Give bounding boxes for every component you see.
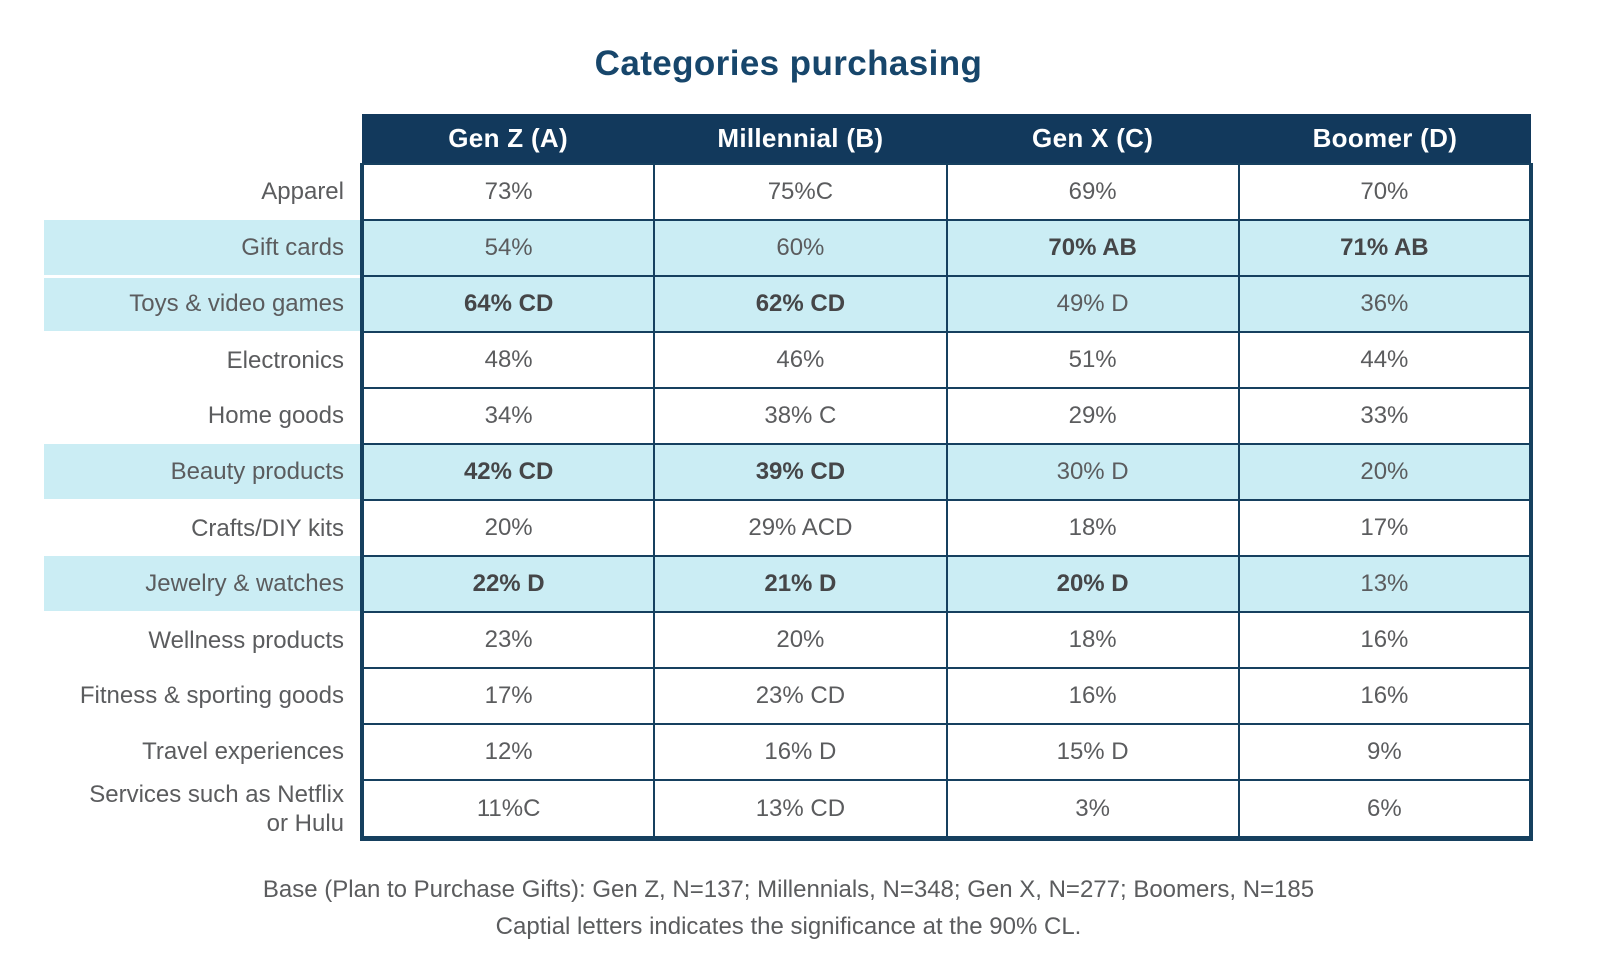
data-cell: 42% CD (359, 443, 656, 501)
data-cell: 17% (1237, 499, 1534, 557)
data-cell: 9% (1237, 723, 1534, 781)
footnote: Base (Plan to Purchase Gifts): Gen Z, N=… (44, 871, 1533, 945)
corner-cell (44, 114, 362, 164)
data-cell: 62% CD (653, 275, 948, 333)
data-cell: 71% AB (1237, 219, 1534, 277)
data-cell: 54% (359, 219, 656, 277)
page: Categories purchasing Gen Z (A) Millennia… (44, 44, 1534, 945)
data-cell: 23% (359, 611, 656, 669)
data-cell: 69% (945, 163, 1240, 221)
data-cell: 60% (653, 219, 948, 277)
data-cell: 20% (1237, 443, 1534, 501)
table-row: Wellness products 23% 20% 18% 16% (44, 611, 1534, 669)
footnote-base-sizes: Base (Plan to Purchase Gifts): Gen Z, N=… (262, 876, 1315, 904)
table-row: Apparel 73% 75%C 69% 70% (44, 163, 1534, 221)
data-cell: 15% D (945, 723, 1240, 781)
data-cell: 38% C (653, 387, 948, 445)
data-cell: 49% D (945, 275, 1240, 333)
data-cell: 16% D (653, 723, 948, 781)
data-cell: 46% (653, 331, 948, 389)
row-label: Beauty products (44, 444, 362, 502)
row-label: Travel experiences (44, 724, 362, 780)
data-cell: 6% (1237, 779, 1534, 842)
data-cell: 75%C (653, 163, 948, 221)
table-row: Fitness & sporting goods 17% 23% CD 16% 16% (44, 667, 1534, 725)
data-cell: 16% (1237, 667, 1534, 725)
data-cell: 16% (945, 667, 1240, 725)
row-label: Crafts/DIY kits (44, 500, 362, 556)
table-row: Toys & video games 64% CD 62% CD 49% D 36% (44, 275, 1534, 334)
data-cell: 20% D (945, 555, 1240, 613)
data-cell: 29% (945, 387, 1240, 445)
data-cell: 13% (1237, 555, 1534, 613)
row-label: Jewelry & watches (44, 556, 362, 614)
data-cell: 48% (359, 331, 656, 389)
row-label: Services such as Netflix or Hulu (44, 780, 362, 839)
row-label: Electronics (44, 332, 362, 388)
row-label: Apparel (44, 164, 362, 220)
data-cell: 18% (945, 611, 1240, 669)
data-cell: 18% (945, 499, 1240, 557)
data-cell: 12% (359, 723, 656, 781)
row-label: Home goods (44, 388, 362, 444)
footnote-significance: Captial letters indicates the significan… (495, 913, 1082, 941)
row-label: Wellness products (44, 612, 362, 668)
table-row: Travel experiences 12% 16% D 15% D 9% (44, 723, 1534, 781)
header-row: Gen Z (A) Millennial (B) Gen X (C) Boomer (… (44, 114, 1531, 164)
content-area: Categories purchasing Gen Z (A) Millennia… (44, 44, 1534, 945)
data-cell: 13% CD (653, 779, 948, 842)
column-header: Boomer (D) (1238, 114, 1531, 164)
data-cell: 21% D (653, 555, 948, 613)
data-cell: 39% CD (653, 443, 948, 501)
data-cell: 17% (359, 667, 656, 725)
data-cell: 16% (1237, 611, 1534, 669)
column-header: Gen Z (A) (362, 114, 655, 164)
data-cell: 3% (945, 779, 1240, 842)
data-cell: 51% (945, 331, 1240, 389)
table-row: Electronics 48% 46% 51% 44% (44, 331, 1534, 389)
page-title: Categories purchasing (594, 44, 983, 83)
data-cell: 73% (359, 163, 656, 221)
data-cell: 64% CD (359, 275, 656, 333)
data-cell: 33% (1237, 387, 1534, 445)
column-header: Gen X (C) (946, 114, 1239, 164)
table-row: Crafts/DIY kits 20% 29% ACD 18% 17% (44, 499, 1534, 557)
data-cell: 44% (1237, 331, 1534, 389)
data-cell: 36% (1237, 275, 1534, 333)
column-header: Millennial (B) (654, 114, 947, 164)
table-row: Services such as Netflix or Hulu 11%C 13% … (44, 779, 1534, 842)
table-row: Beauty products 42% CD 39% CD 30% D 20% (44, 443, 1534, 502)
categories-purchasing-table: Gen Z (A) Millennial (B) Gen X (C) Boomer (… (44, 114, 1534, 842)
data-cell: 30% D (945, 443, 1240, 501)
data-cell: 22% D (359, 555, 656, 613)
data-cell: 20% (653, 611, 948, 669)
table-row: Jewelry & watches 22% D 21% D 20% D 13% (44, 555, 1534, 614)
table-row: Home goods 34% 38% C 29% 33% (44, 387, 1534, 445)
data-cell: 34% (359, 387, 656, 445)
data-cell: 11%C (359, 779, 656, 842)
table-row: Gift cards 54% 60% 70% AB 71% AB (44, 219, 1534, 278)
row-label: Gift cards (44, 220, 362, 278)
data-cell: 23% CD (653, 667, 948, 725)
data-cell: 29% ACD (653, 499, 948, 557)
data-cell: 20% (359, 499, 656, 557)
data-cell: 70% (1237, 163, 1534, 221)
data-cell: 70% AB (945, 219, 1240, 277)
row-label: Fitness & sporting goods (44, 668, 362, 724)
row-label: Toys & video games (44, 276, 362, 334)
